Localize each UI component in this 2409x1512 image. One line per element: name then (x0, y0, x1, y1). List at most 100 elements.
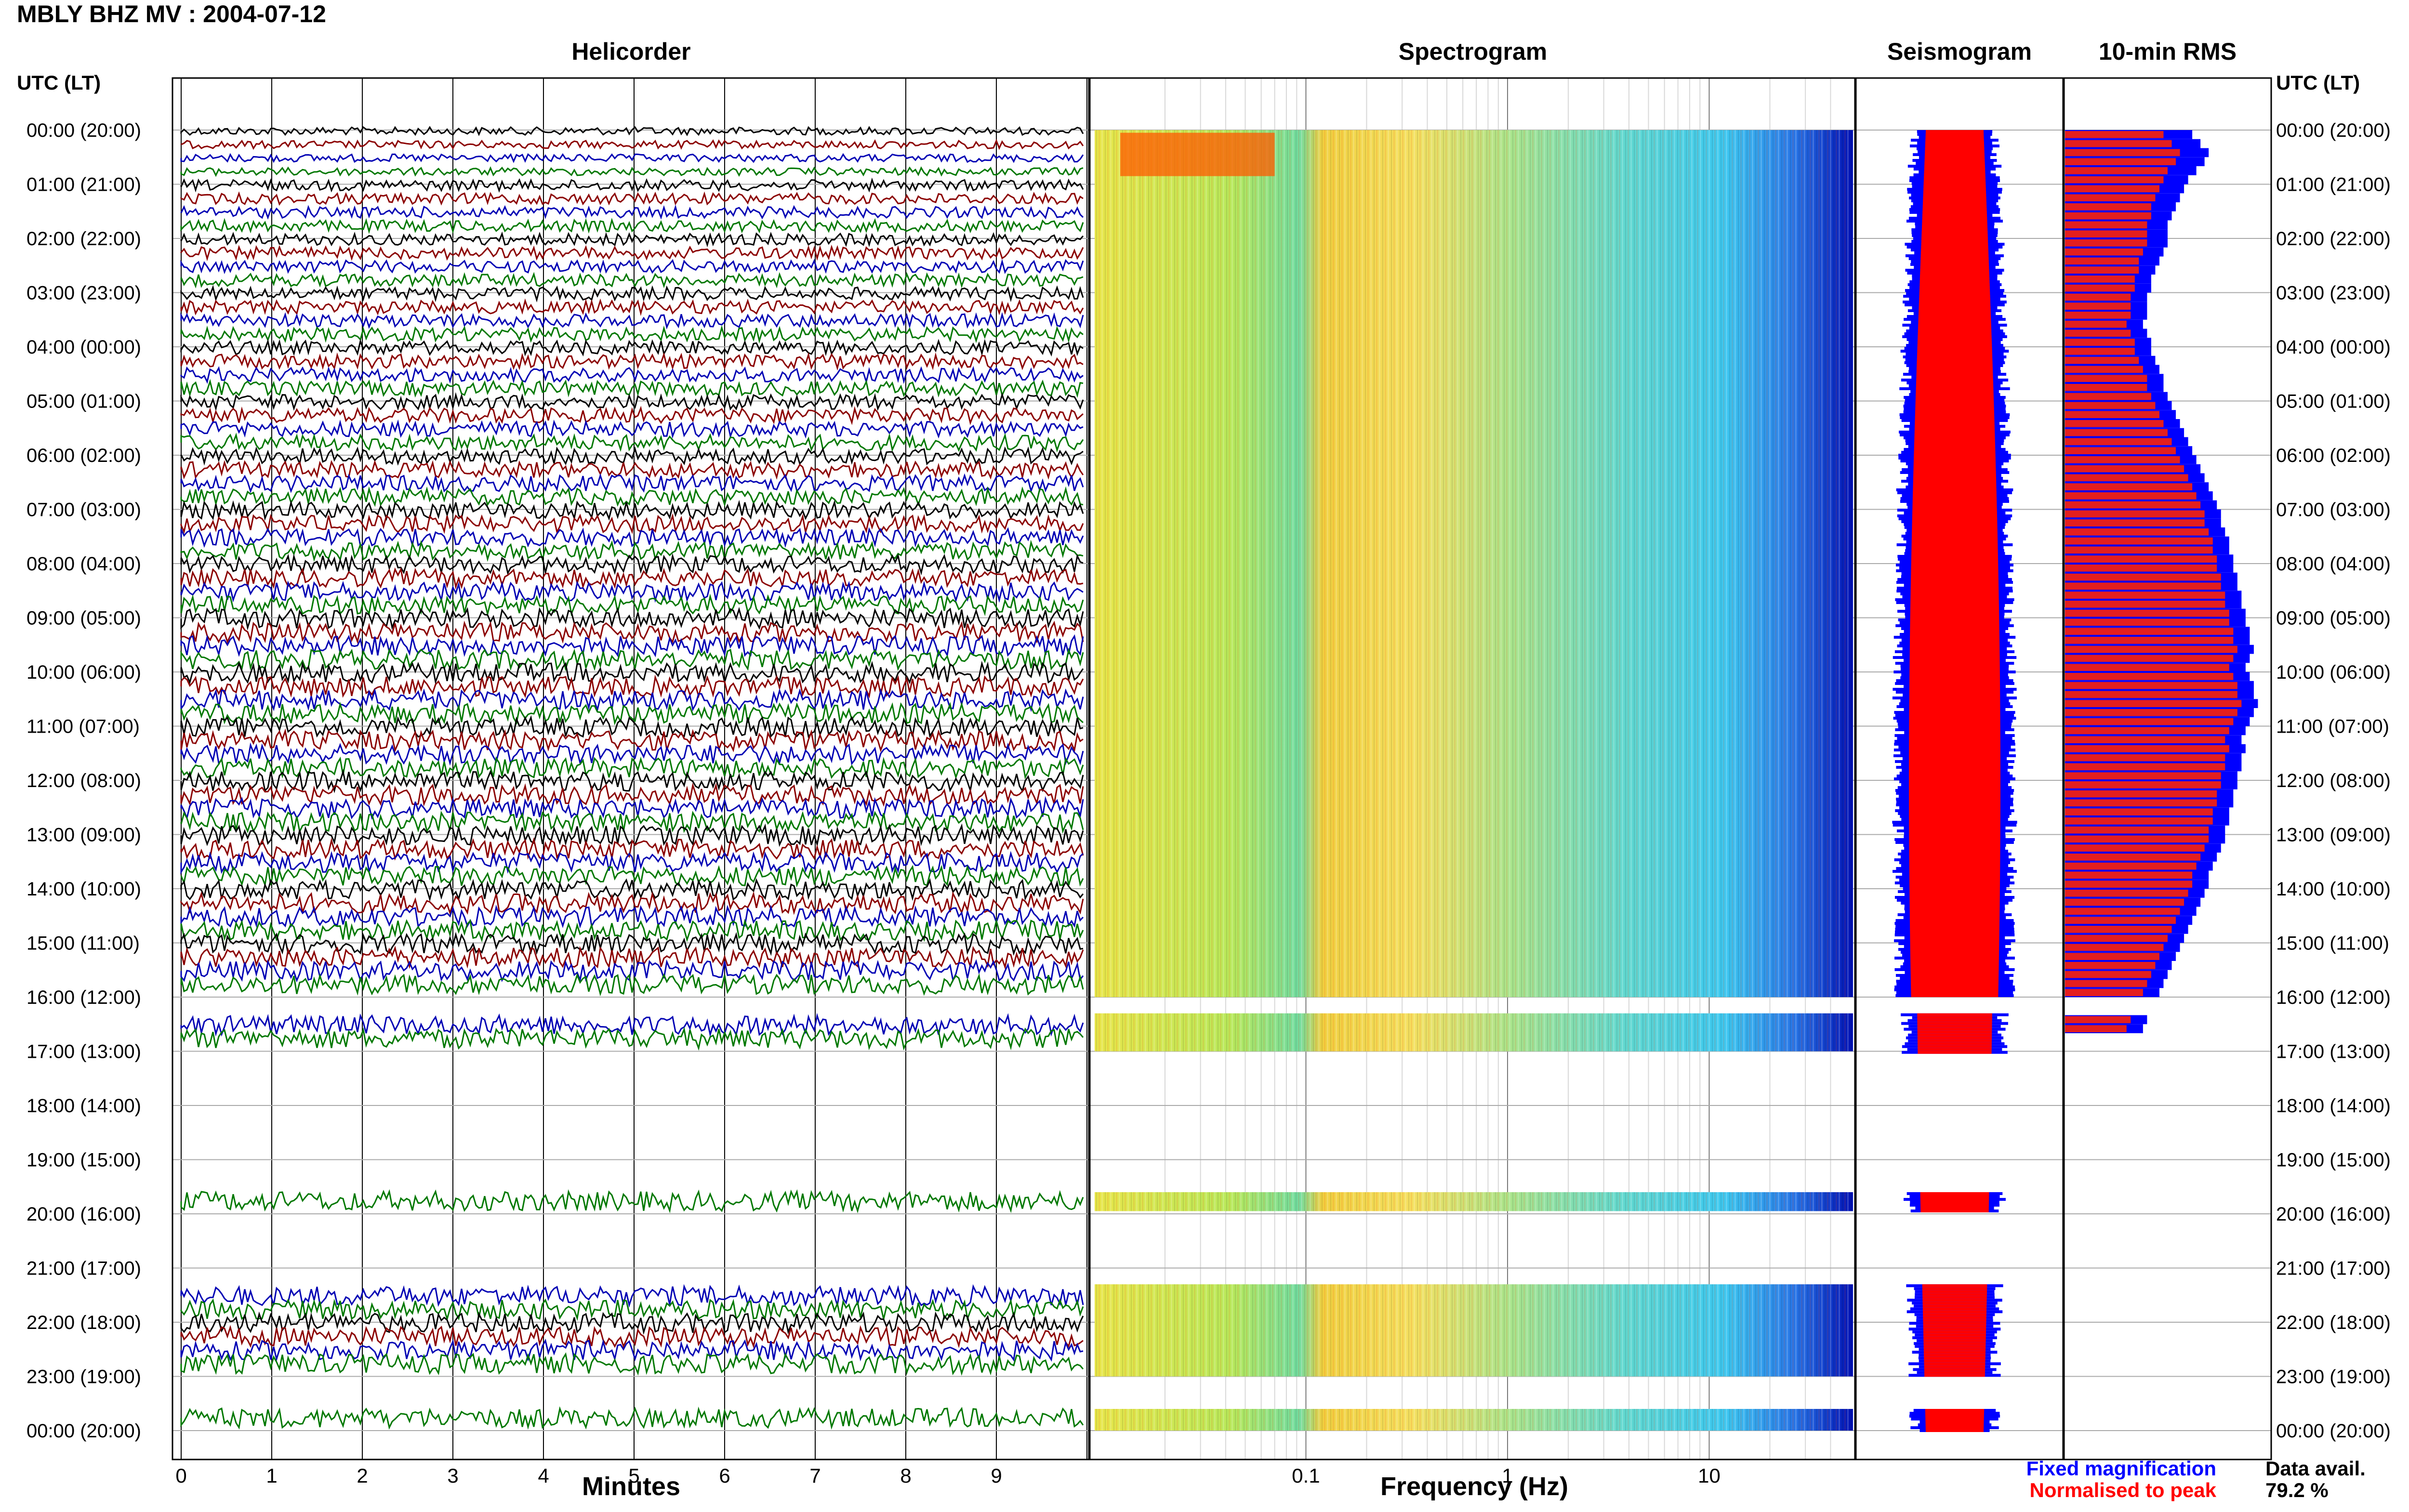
seismogram-normalised (1922, 1290, 1987, 1293)
seismogram-normalised (1917, 1019, 1992, 1022)
seismogram-normalised (1917, 1022, 1992, 1025)
seismogram-normalised (1910, 974, 1999, 977)
seismogram-normalised (1924, 156, 1985, 159)
helicorder-trace (180, 231, 1084, 248)
seismogram-normalised (1925, 1412, 1984, 1415)
helicorder-trace (180, 473, 1084, 494)
seismogram-normalised (1923, 197, 1986, 199)
seismogram-normalised (1925, 1426, 1984, 1429)
minute-tick-label: 1 (266, 1464, 277, 1487)
rms-bar-normalised (2065, 962, 2156, 969)
spectrogram-texture (1095, 1192, 1853, 1211)
rms-bar-normalised (2065, 221, 2147, 229)
rms-bar-normalised (2065, 953, 2159, 960)
seismogram-normalised (1909, 777, 2000, 780)
seismogram-normalised (1914, 442, 1995, 445)
seismogram-normalised (1913, 468, 1996, 471)
rms-bar-normalised (2065, 293, 2131, 301)
helicorder-trace (180, 688, 1084, 712)
seismogram-envelope (1892, 130, 2017, 1432)
rms-bar-normalised (2065, 700, 2242, 707)
rms-bar-normalised (2065, 384, 2147, 391)
seismogram-normalised (1917, 1016, 1992, 1019)
time-label-right: 09:00 (05:00) (2276, 608, 2391, 629)
helicorder-trace (180, 486, 1084, 507)
seismogram-normalised (1916, 370, 1993, 373)
helicorder-trace (180, 674, 1084, 699)
seismogram-normalised (1923, 182, 1986, 185)
helicorder-trace (180, 366, 1084, 384)
seismogram-normalised (1910, 948, 1999, 951)
seismogram-normalised (1909, 685, 2000, 688)
helicorder-trace (180, 392, 1084, 411)
seismogram-normalised (1909, 902, 2000, 905)
seismogram-normalised (1920, 1192, 1989, 1195)
seismogram-normalised (1914, 439, 1995, 442)
time-label-left: 18:00 (14:00) (26, 1095, 141, 1117)
seismogram-normalised (1909, 919, 2000, 922)
helicorder-trace (180, 272, 1084, 289)
seismogram-normalised (1913, 474, 1996, 477)
seismogram-normalised (1925, 133, 1984, 136)
seismogram-normalised (1924, 171, 1985, 173)
seismogram-normalised (1909, 795, 2000, 798)
seismogram-normalised (1913, 483, 1997, 486)
seismogram-normalised (1914, 451, 1996, 454)
helicorder-trace (180, 419, 1084, 439)
helicorder-trace (180, 701, 1084, 725)
seismogram-normalised (1920, 1207, 1989, 1210)
seismogram-normalised (1909, 734, 2000, 737)
seismogram-normalised (1910, 624, 1999, 627)
seismogram-normalised (1923, 1319, 1986, 1322)
helicorder-trace (180, 244, 1084, 262)
rms-bar-normalised (2065, 248, 2143, 256)
seismogram-normalised (1922, 1284, 1987, 1288)
seismogram-normalised (1910, 584, 1999, 587)
seismogram-normalised (1911, 555, 1998, 558)
seismogram-normalised (1917, 344, 1992, 347)
helicorder-trace (180, 126, 1084, 136)
seismogram-normalised (1920, 272, 1989, 275)
seismogram-normalised (1910, 595, 1999, 598)
seismogram-normalised (1909, 699, 2000, 702)
seismogram-normalised (1909, 723, 2000, 725)
seismogram-normalised (1923, 188, 1986, 191)
seismogram-normalised (1913, 494, 1997, 497)
seismogram-normalised (1922, 1304, 1987, 1308)
seismogram-normalised (1909, 827, 2000, 829)
seismogram-normalised (1917, 1039, 1992, 1042)
seismogram-normalised (1923, 1342, 1986, 1345)
seismogram-normalised (1909, 769, 2000, 772)
seismogram-normalised (1909, 884, 2000, 887)
seismogram-normalised (1911, 546, 1998, 549)
helicorder-trace (180, 973, 1084, 997)
seismogram-normalised (1909, 757, 2000, 760)
time-label-right: 10:00 (06:00) (2276, 662, 2391, 683)
rms-bar-normalised (2065, 989, 2143, 996)
rms-bar-normalised (2065, 456, 2180, 463)
seismogram-normalised (1915, 408, 1994, 410)
helicorder-trace (180, 177, 1084, 193)
seismogram-normalised (1918, 324, 1991, 327)
minute-tick-label: 6 (719, 1464, 730, 1487)
seismogram-normalised (1914, 428, 1995, 431)
helicorder-trace (180, 527, 1084, 548)
helicorder-trace (180, 715, 1084, 738)
seismogram-normalised (1910, 639, 1999, 642)
rms-bar-normalised (2065, 320, 2127, 328)
seismogram-normalised (1910, 633, 1999, 636)
seismogram-normalised (1910, 636, 1999, 639)
seismogram-normalised (1911, 983, 1999, 986)
seismogram-normalised (1910, 939, 1999, 942)
rms-bar-normalised (2065, 917, 2176, 924)
time-label-left: 13:00 (09:00) (26, 825, 141, 846)
seismogram-normalised (1909, 786, 2000, 789)
seismogram-normalised (1909, 824, 2000, 827)
helicorder-trace (180, 647, 1084, 671)
seismogram-normalised (1917, 1036, 1992, 1039)
seismogram-normalised (1917, 1027, 1992, 1031)
minute-tick-label: 0 (175, 1464, 186, 1487)
seismogram-normalised (1909, 679, 2000, 682)
seismogram-normalised (1918, 338, 1992, 341)
seismogram-normalised (1925, 147, 1985, 150)
